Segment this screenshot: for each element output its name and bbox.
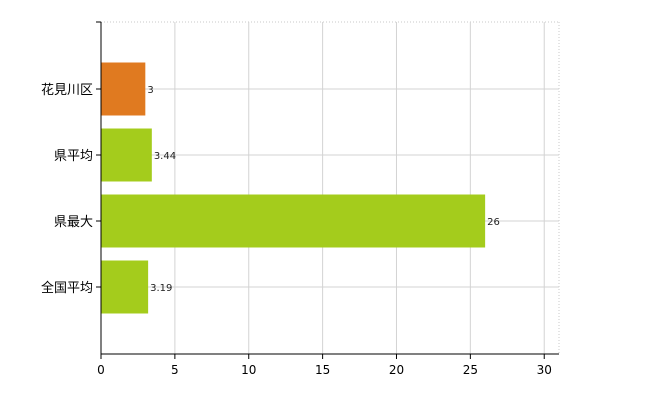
axis-layer — [96, 21, 559, 359]
bar — [101, 194, 486, 248]
category-label: 県平均 — [54, 149, 93, 164]
bar — [101, 62, 146, 116]
x-tick-label: 30 — [537, 363, 552, 377]
bar — [101, 128, 152, 182]
data-label: 3.44 — [154, 151, 176, 162]
x-tick-label: 0 — [97, 363, 105, 377]
x-tick-label: 5 — [171, 363, 179, 377]
category-label: 全国平均 — [41, 280, 93, 296]
data-label: 26 — [487, 217, 500, 228]
bar — [101, 260, 149, 314]
data-label: 3.19 — [150, 283, 172, 294]
x-tick-label: 25 — [463, 363, 478, 377]
x-tick-label: 20 — [389, 363, 404, 377]
x-tick-label: 15 — [315, 363, 330, 377]
x-tick-label: 10 — [241, 363, 256, 377]
category-label: 花見川区 — [41, 82, 93, 98]
data-label: 3 — [147, 85, 153, 96]
grid-layer — [101, 21, 560, 354]
bar-layer — [101, 62, 486, 314]
category-label: 県最大 — [54, 215, 93, 230]
